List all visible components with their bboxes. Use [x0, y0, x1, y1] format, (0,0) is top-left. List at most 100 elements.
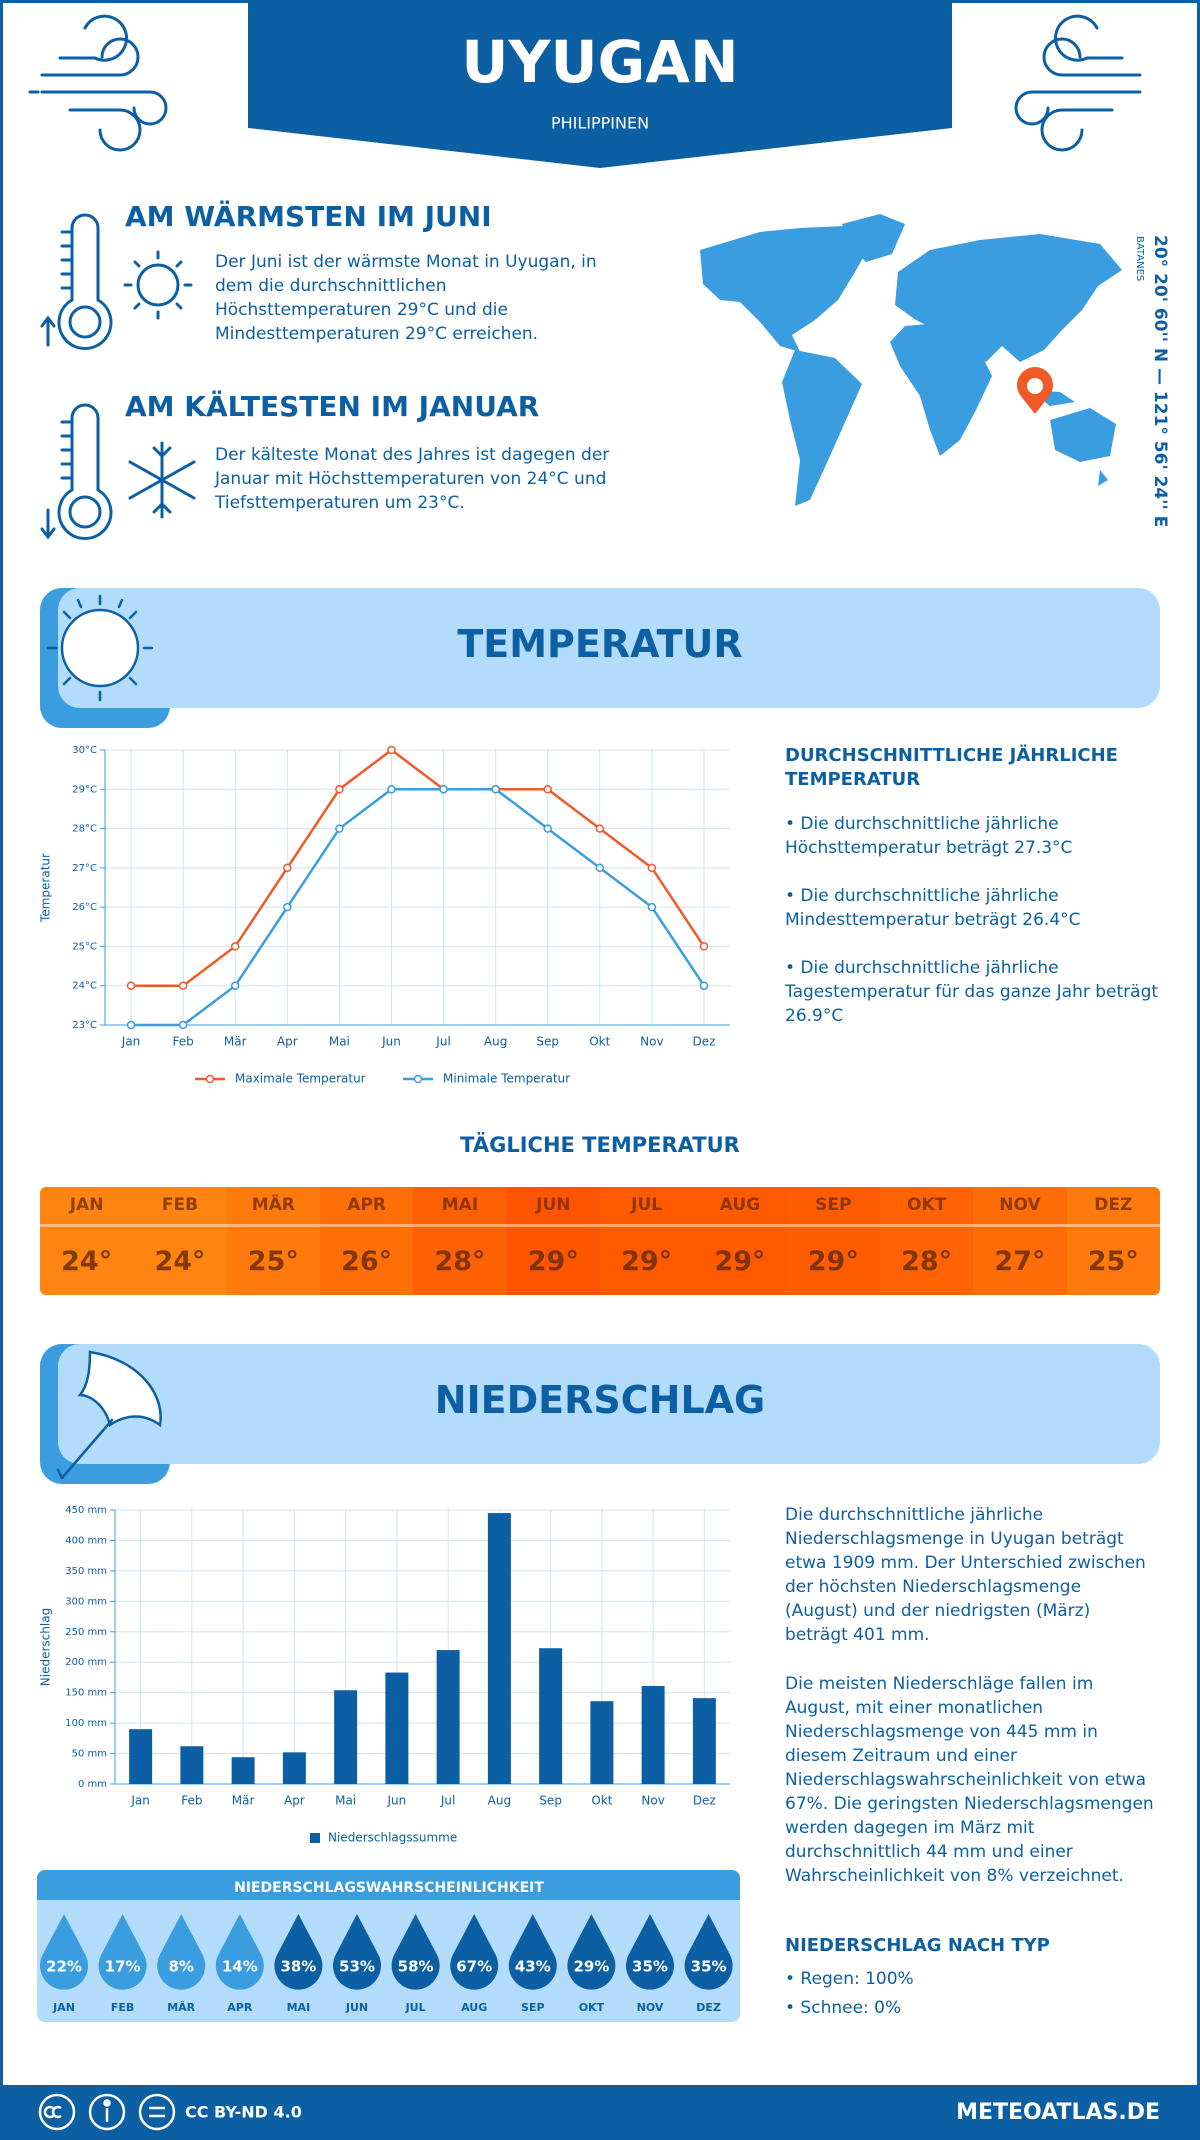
daily-column: FEB 24°	[133, 1187, 227, 1295]
y-tick-label: 24°C	[72, 981, 97, 992]
point	[647, 902, 657, 912]
drop-month: DEZ	[696, 2001, 721, 2014]
daily-month: MÄR	[226, 1187, 320, 1227]
site-name: METEOATLAS.DE	[956, 2100, 1160, 2125]
legend-label: Minimale Temperatur	[443, 1072, 570, 1086]
daily-column: JAN 24°	[40, 1187, 134, 1295]
drop-label: 35%	[691, 1958, 727, 1976]
point	[699, 942, 709, 951]
drop-month: JAN	[52, 2001, 75, 2014]
coldest-title: AM KÄLTESTEN IM JANUAR	[125, 390, 540, 423]
daily-value: 28°	[434, 1245, 486, 1277]
annual-item: • Die durchschnittliche jährliche Tagest…	[785, 958, 1159, 1026]
license: CC BY-ND 4.0	[185, 2103, 302, 2122]
daily-column: SEP 29°	[786, 1187, 880, 1295]
region: BATANES	[1134, 236, 1145, 282]
drop-label: 67%	[456, 1958, 492, 1976]
precipitation-text: Die durchschnittliche jährliche Niedersc…	[785, 1505, 1146, 1645]
daily-column: JUL 29°	[599, 1187, 694, 1295]
x-tick-label: Jul	[440, 1794, 455, 1808]
daily-value: 29°	[807, 1245, 859, 1277]
section-banner	[58, 588, 1160, 708]
point	[543, 785, 552, 794]
point	[387, 785, 396, 794]
drop	[274, 1914, 323, 1990]
license-icons	[38, 2093, 176, 2131]
drop-month: SEP	[521, 2001, 545, 2014]
point	[230, 942, 240, 951]
thermometer-icon	[40, 403, 113, 540]
drop-label: 43%	[515, 1958, 551, 1976]
daily-value: 25°	[1087, 1245, 1139, 1277]
legend-marker	[205, 1074, 215, 1084]
bar	[385, 1672, 409, 1784]
y-tick-label: 350 mm	[65, 1566, 107, 1577]
line	[131, 748, 705, 987]
point	[595, 863, 605, 873]
x-tick-label: Okt	[589, 1035, 610, 1049]
daily-month: DEZ	[1066, 1187, 1160, 1227]
header-subtitle: PHILIPPINEN	[551, 114, 649, 133]
drop-month: MÄR	[167, 2000, 195, 2014]
daily-value: 24°	[61, 1245, 113, 1277]
drop	[215, 1914, 264, 1990]
legend-label: Maximale Temperatur	[235, 1072, 366, 1086]
daily-value: 28°	[901, 1245, 953, 1277]
y-tick-label: 200 mm	[65, 1657, 107, 1668]
daily-value: 29°	[714, 1245, 766, 1277]
daily-value: 29°	[621, 1245, 673, 1277]
x-tick-label: Mai	[329, 1035, 350, 1049]
drop	[98, 1914, 147, 1990]
x-tick-label: Mai	[335, 1794, 356, 1808]
bar	[282, 1752, 306, 1784]
umbrella-icon	[56, 1350, 162, 1480]
y-tick-label: 28°C	[72, 824, 97, 835]
type-item: • Regen: 100%	[785, 1969, 914, 1989]
y-tick-label: 30°C	[72, 745, 97, 756]
x-tick-label: Jan	[130, 1794, 150, 1808]
daily-value: 26°	[341, 1245, 393, 1277]
point	[178, 981, 188, 990]
point	[178, 1020, 188, 1030]
x-tick-label: Sep	[536, 1035, 559, 1049]
y-tick-label: 250 mm	[65, 1627, 107, 1638]
drop	[157, 1914, 206, 1990]
warmest-title: AM WÄRMSTEN IM JUNI	[125, 200, 492, 233]
bar	[641, 1685, 665, 1784]
y-tick-label: 23°C	[72, 1020, 97, 1031]
line	[131, 788, 705, 1027]
daily-month: JUL	[599, 1187, 694, 1227]
drop	[626, 1914, 674, 1990]
warmest-text: Der Juni ist der wärmste Monat in Uyugan…	[215, 252, 597, 344]
point	[699, 981, 709, 990]
point	[647, 863, 657, 873]
annual-item: • Die durchschnittliche jährliche Mindes…	[785, 886, 1081, 930]
y-tick-label: 0 mm	[78, 1779, 107, 1790]
drop	[332, 1914, 381, 1990]
drop-month: NOV	[637, 2001, 664, 2014]
daily-column: AUG 29°	[693, 1187, 787, 1295]
x-tick-label: Jun	[381, 1035, 401, 1049]
daily-column: JUN 29°	[506, 1187, 600, 1295]
drop	[40, 1914, 89, 1990]
coordinates: 20° 20' 60'' N — 121° 56' 24'' E	[1150, 235, 1170, 528]
bar	[180, 1746, 204, 1784]
probability-box	[37, 1870, 740, 2022]
location-marker	[1016, 367, 1053, 414]
drop-label: 38%	[280, 1958, 316, 1976]
drop-month: AUG	[461, 2001, 487, 2014]
daily-column: DEZ 25°	[1066, 1187, 1160, 1295]
point	[595, 824, 605, 833]
point	[387, 745, 396, 755]
bar	[590, 1701, 614, 1784]
point	[126, 1020, 136, 1030]
point	[543, 824, 552, 833]
daily-month: JAN	[40, 1187, 134, 1227]
wind-icon	[28, 14, 168, 152]
bar	[436, 1650, 460, 1784]
daily-month: MAI	[413, 1187, 507, 1227]
point	[230, 981, 240, 990]
daily-month: SEP	[786, 1187, 880, 1227]
y-tick-label: 450 mm	[65, 1505, 107, 1516]
